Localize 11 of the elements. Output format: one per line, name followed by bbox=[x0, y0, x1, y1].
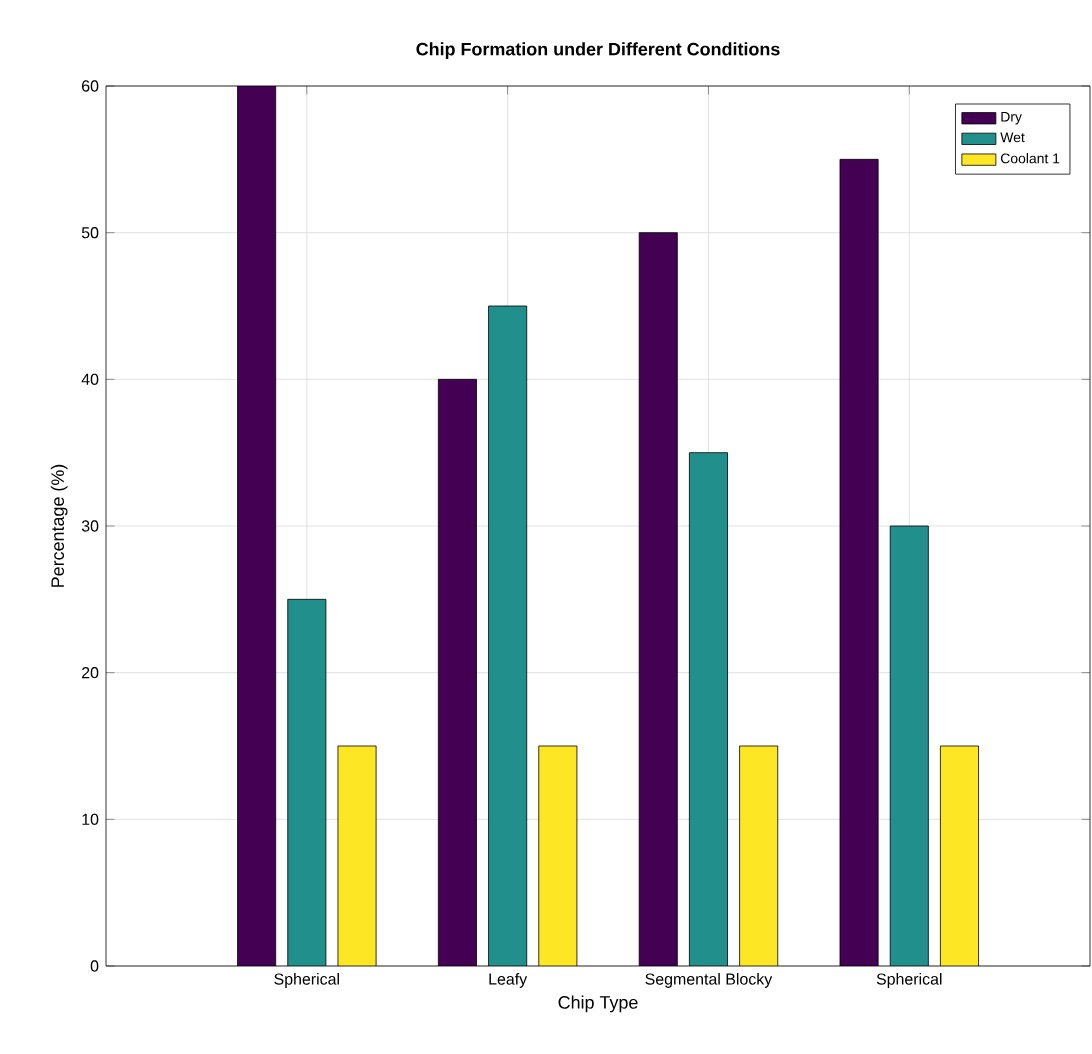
bar bbox=[688, 452, 728, 966]
bar bbox=[739, 745, 779, 966]
chart-title: Chip Formation under Different Conditions bbox=[416, 42, 780, 60]
bar bbox=[889, 525, 929, 966]
y-axis-title: Percentage (%) bbox=[50, 464, 68, 587]
bar bbox=[538, 745, 578, 966]
bar bbox=[287, 598, 327, 966]
bar bbox=[488, 305, 528, 966]
bar bbox=[940, 745, 979, 966]
x-axis-title: Chip Type bbox=[558, 995, 638, 1013]
bar bbox=[337, 745, 377, 966]
